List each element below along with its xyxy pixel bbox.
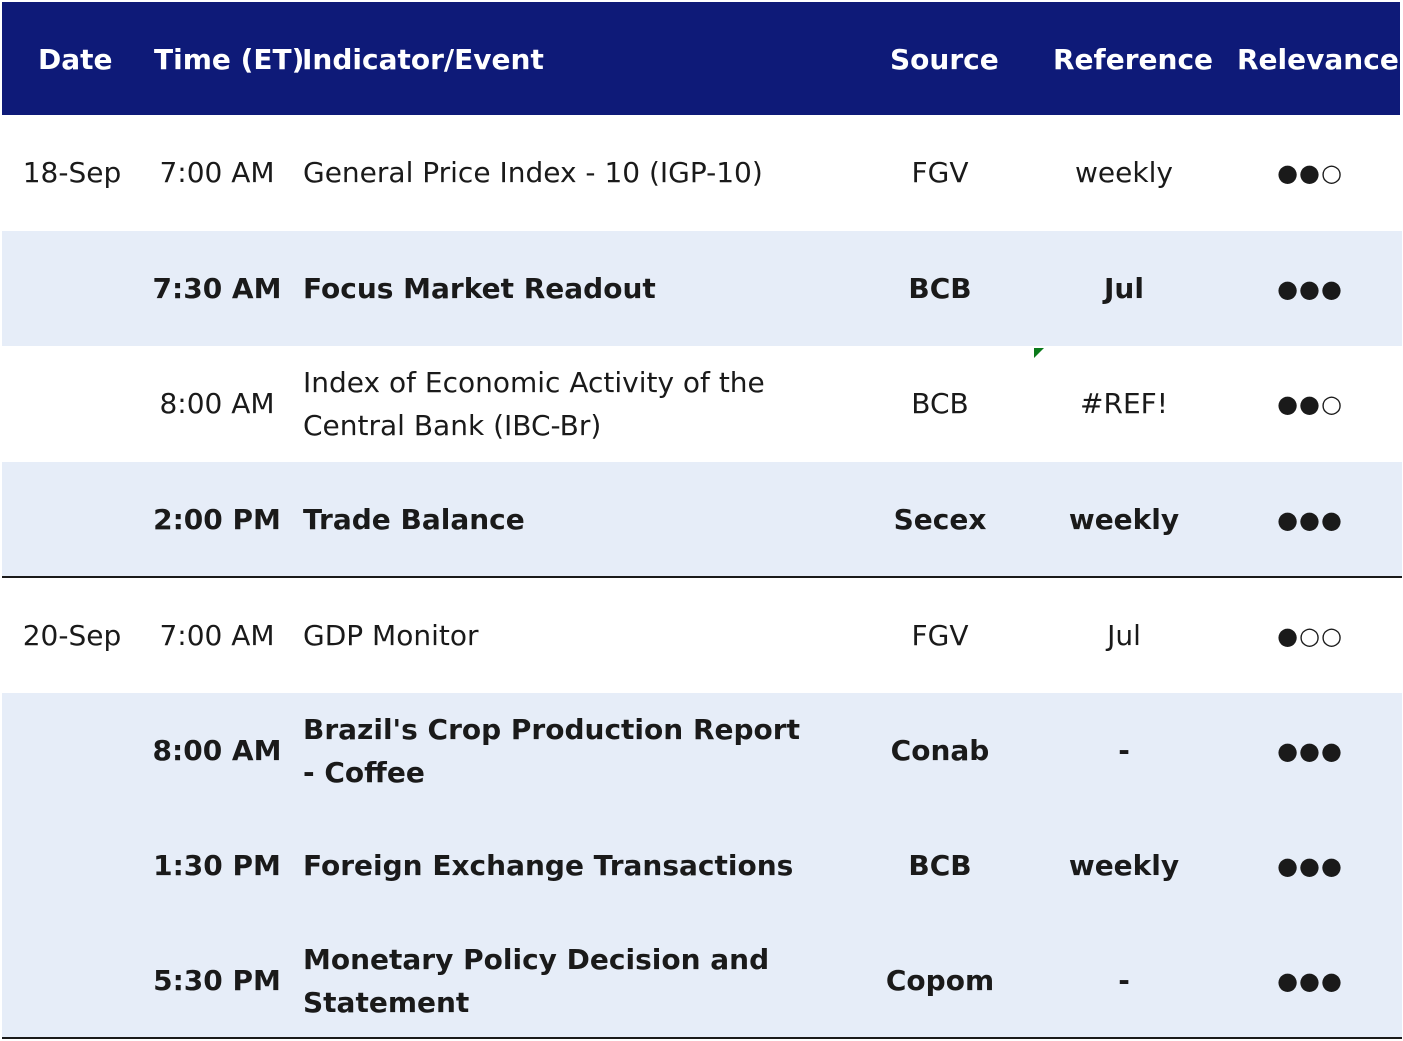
row-event: General Price Index - 10 (IGP-10): [303, 156, 763, 189]
row-time: 7:00 AM: [159, 156, 275, 189]
table-row: 2:00 PM Trade Balance Secex weekly ●●●: [2, 462, 1402, 577]
row-source: Conab: [890, 734, 990, 767]
table-row: 5:30 PM Monetary Policy Decision and Sta…: [2, 923, 1402, 1038]
table-row: 8:00 AM Index of Economic Activity of th…: [2, 346, 1402, 461]
table-row: 8:00 AM Brazil's Crop Production Report …: [2, 693, 1402, 808]
row-time: 7:30 AM: [152, 272, 282, 305]
row-source: FGV: [911, 156, 969, 189]
row-date: [2, 808, 142, 923]
row-relevance: ●●●: [1277, 505, 1343, 534]
row-relevance: ●●○: [1277, 389, 1343, 418]
row-reference: -: [1118, 734, 1130, 767]
header-date: Date: [38, 43, 113, 76]
row-date: [2, 693, 142, 808]
comment-marker-icon: [1034, 348, 1044, 358]
row-date: 20-Sep: [22, 619, 122, 652]
section-divider: [2, 576, 1402, 578]
row-date: 18-Sep: [22, 156, 122, 189]
row-relevance: ●●○: [1277, 158, 1343, 187]
row-event: Index of Economic Activity of the Centra…: [303, 365, 765, 442]
row-event: Focus Market Readout: [303, 272, 656, 305]
row-reference: weekly: [1068, 849, 1180, 882]
row-event: Monetary Policy Decision and Statement: [303, 942, 770, 1019]
row-relevance: ●●●: [1277, 966, 1343, 995]
row-event: Trade Balance: [303, 503, 525, 536]
row-source: BCB: [911, 387, 969, 420]
row-reference: #REF!: [1080, 387, 1168, 420]
row-event: GDP Monitor: [303, 619, 479, 652]
row-reference: weekly: [1068, 503, 1180, 536]
row-relevance: ●○○: [1277, 621, 1343, 650]
row-time: 8:00 AM: [152, 734, 282, 767]
row-date: [2, 462, 142, 577]
table-row: 20-Sep 7:00 AM GDP Monitor FGV Jul ●○○: [2, 578, 1402, 693]
header-relevance: Relevance: [1237, 43, 1399, 76]
row-source: BCB: [908, 272, 972, 305]
row-time: 7:00 AM: [159, 619, 275, 652]
row-reference: weekly: [1075, 156, 1173, 189]
header-event: Indicator/Event: [302, 43, 544, 76]
table-row: 7:30 AM Focus Market Readout BCB Jul ●●●: [2, 231, 1402, 346]
row-source: BCB: [908, 849, 972, 882]
row-event: Foreign Exchange Transactions: [303, 849, 794, 882]
header-source: Source: [890, 43, 999, 76]
header-time: Time (ET): [154, 43, 305, 76]
row-date: [2, 346, 142, 461]
row-time: 1:30 PM: [153, 849, 281, 882]
row-relevance: ●●●: [1277, 736, 1343, 765]
row-event: Brazil's Crop Production Report - Coffee: [303, 712, 800, 789]
row-relevance: ●●●: [1277, 851, 1343, 880]
table-header: Date Time (ET) Indicator/Event Source Re…: [2, 2, 1400, 115]
table-bottom-border: [2, 1037, 1402, 1039]
row-reference: Jul: [1107, 619, 1141, 652]
row-time: 8:00 AM: [159, 387, 275, 420]
row-reference: -: [1118, 964, 1130, 997]
row-source: FGV: [911, 619, 969, 652]
row-relevance: ●●●: [1277, 274, 1343, 303]
row-date: [2, 231, 142, 346]
row-time: 2:00 PM: [153, 503, 281, 536]
row-time: 5:30 PM: [153, 964, 281, 997]
table-row: 1:30 PM Foreign Exchange Transactions BC…: [2, 808, 1402, 923]
row-date: [2, 923, 142, 1038]
table-row: 18-Sep 7:00 AM General Price Index - 10 …: [2, 115, 1402, 230]
header-reference: Reference: [1053, 43, 1214, 76]
row-reference: Jul: [1104, 272, 1144, 305]
row-source: Copom: [885, 964, 995, 997]
row-source: Secex: [893, 503, 987, 536]
